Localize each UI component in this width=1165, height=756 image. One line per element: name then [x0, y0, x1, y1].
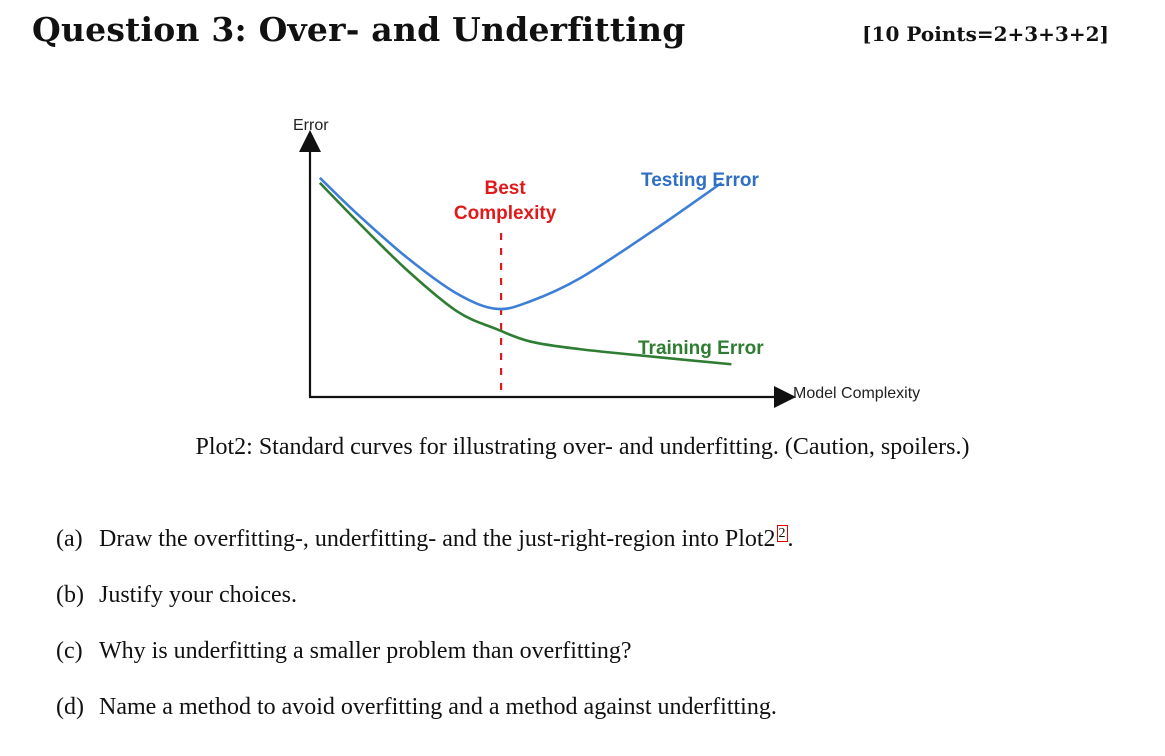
- question-label: (d): [56, 694, 84, 720]
- points-label: [10 Points=2+3+3+2]: [862, 22, 1109, 46]
- question-text: Justify your choices.: [99, 582, 297, 608]
- best-complexity-label-1: Best: [485, 178, 527, 199]
- question-item-d: (d) Name a method to avoid overfitting a…: [56, 694, 794, 750]
- question-item-c: (c) Why is underfitting a smaller proble…: [56, 638, 794, 694]
- question-text: Draw the overfitting-, underfitting- and…: [99, 525, 794, 552]
- question-label: (a): [56, 526, 83, 552]
- testing-error-label: Testing Error: [641, 170, 759, 191]
- question-title: Question 3: Over- and Underfitting: [32, 10, 686, 49]
- question-list: (a) Draw the overfitting-, underfitting-…: [56, 525, 794, 750]
- question-item-b: (b) Justify your choices.: [56, 582, 794, 638]
- y-axis-label: Error: [293, 117, 329, 134]
- training-error-label: Training Error: [638, 338, 764, 359]
- testing-error-curve: [318, 176, 723, 311]
- question-label: (b): [56, 582, 84, 608]
- x-axis-label: Model Complexity: [793, 385, 920, 402]
- question-item-a: (a) Draw the overfitting-, underfitting-…: [56, 525, 794, 582]
- figure-caption: Plot2: Standard curves for illustrating …: [195, 434, 970, 460]
- question-text: Name a method to avoid overfitting and a…: [99, 694, 777, 720]
- question-label: (c): [56, 638, 83, 664]
- footnote-link[interactable]: 2: [776, 525, 788, 542]
- training-error-curve: [318, 181, 732, 366]
- question-text: Why is underfitting a smaller problem th…: [99, 638, 632, 664]
- error-complexity-plot: Error Model Complexity Best Complexity T…: [293, 117, 920, 408]
- best-complexity-label-2: Complexity: [454, 203, 557, 224]
